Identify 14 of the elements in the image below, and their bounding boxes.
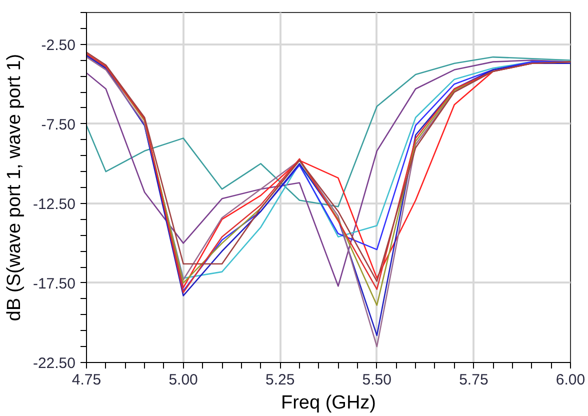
y-tick-label: -2.50: [41, 36, 76, 54]
y-tick-label: -12.50: [32, 196, 76, 213]
y-tick-label: -17.50: [32, 275, 76, 292]
y-axis-title: dB (S(wave port 1, wave port 1): [4, 54, 25, 322]
x-tick-label: 5.00: [168, 372, 198, 388]
y-tick-label: -7.50: [41, 116, 76, 134]
x-axis-title: Freq (GHz): [281, 392, 376, 414]
x-tick-label: 6.00: [556, 372, 586, 388]
x-tick-label: 5.50: [362, 372, 392, 388]
x-tick-label: 5.75: [459, 372, 488, 388]
line-series: [86, 56, 570, 208]
x-tick-label: 4.75: [72, 372, 102, 388]
x-tick-label: 5.25: [266, 372, 295, 388]
y-tick-label: -22.50: [32, 355, 76, 372]
